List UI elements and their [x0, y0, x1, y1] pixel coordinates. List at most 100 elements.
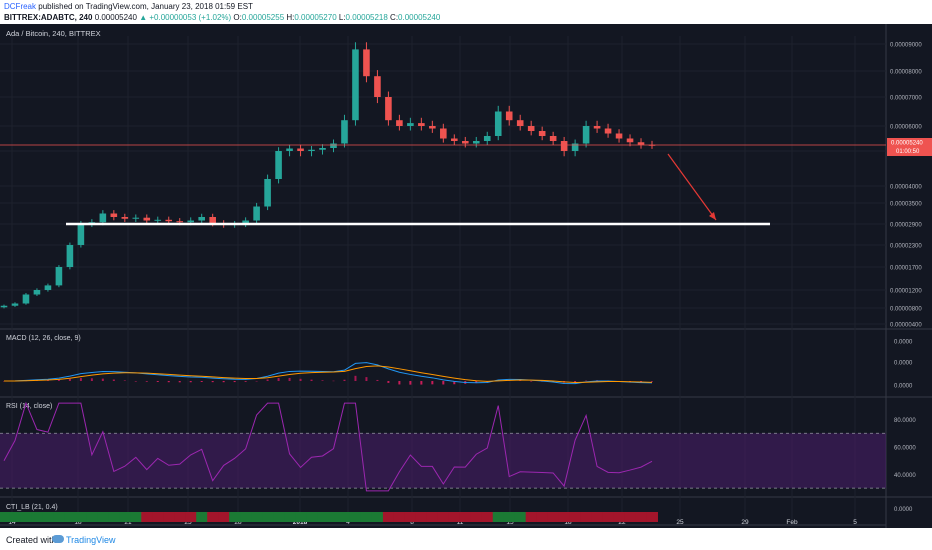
candle-body	[363, 49, 370, 77]
candle-body	[44, 285, 52, 290]
cti-block	[580, 512, 593, 522]
cti-block	[602, 512, 615, 522]
macd-histogram-bar	[354, 375, 357, 381]
macd-histogram-bar	[167, 381, 170, 383]
cti-block	[31, 512, 43, 522]
rsi-tick-label: 80.0000	[894, 418, 916, 424]
macd-histogram-bar	[651, 381, 653, 382]
macd-histogram-bar	[222, 381, 225, 383]
low-label: L:	[338, 13, 346, 22]
candle-body	[275, 151, 282, 179]
time-tick-label: 8	[410, 519, 414, 526]
candle-body	[55, 267, 63, 286]
macd-histogram-bar	[244, 381, 247, 382]
time-tick-label: 29	[741, 519, 749, 526]
rsi-tick-label: 60.0000	[894, 446, 916, 452]
candle-body	[461, 141, 469, 144]
macd-histogram-bar	[255, 380, 258, 382]
forecast-arrowhead	[709, 212, 716, 220]
candle-body	[132, 217, 140, 219]
cti-block	[174, 512, 186, 522]
macd-histogram-bar	[519, 380, 522, 381]
candle-body	[341, 120, 348, 144]
candle-body	[143, 217, 151, 221]
cti-tick-label: 0.0000	[894, 507, 913, 513]
rsi-band	[0, 433, 886, 489]
candle-body	[396, 120, 403, 126]
cti-block	[470, 512, 483, 522]
price-tick-label: 0.00003500	[890, 202, 922, 208]
macd-histogram-bar	[79, 378, 82, 381]
candle-body	[0, 305, 8, 308]
macd-histogram-bar	[112, 379, 115, 381]
candle-body	[33, 290, 41, 295]
candle-body	[297, 148, 304, 151]
cti-block	[328, 512, 340, 522]
candle-body	[604, 128, 612, 134]
chart-area[interactable]: 0.00009000 0.00008000 0.00007000 0.00006000…	[0, 24, 932, 528]
price-tick-label: 0.00001700	[890, 266, 922, 272]
candle-body	[165, 219, 173, 222]
cti-block	[97, 512, 109, 522]
candle-body	[352, 49, 359, 121]
cti-block	[525, 512, 538, 522]
macd-histogram-bar	[321, 380, 324, 381]
time-tick-label: 4	[346, 519, 350, 526]
candle-body	[187, 220, 195, 223]
cti-block	[273, 512, 285, 522]
cti-block	[163, 512, 175, 522]
cti-block	[218, 512, 230, 522]
cti-block	[624, 512, 637, 522]
cti-block	[141, 512, 153, 522]
chart-svg[interactable]: 0.00009000 0.00008000 0.00007000 0.00006000…	[0, 24, 932, 528]
price-tick-label: 0.00002300	[890, 244, 922, 250]
cti-block	[371, 512, 384, 522]
candle-body	[472, 141, 480, 144]
macd-histogram-bar	[442, 381, 445, 385]
published-text: published on TradingView.com, January 23…	[38, 2, 253, 11]
macd-histogram-bar	[123, 380, 126, 381]
macd-histogram-bar	[332, 380, 335, 382]
tradingview-cloud-icon	[52, 535, 64, 543]
cti-block	[20, 512, 32, 522]
cti-block	[415, 512, 428, 522]
cti-block	[306, 512, 318, 522]
macd-histogram-bar	[3, 381, 5, 382]
cti-block	[295, 512, 307, 522]
macd-tick-label: 0.0000	[894, 384, 913, 390]
last-price-badge	[887, 138, 932, 156]
macd-histogram-bar	[211, 381, 214, 383]
high-value: 0.00005270	[294, 13, 337, 22]
cti-block	[185, 512, 197, 522]
cti-block	[0, 512, 10, 522]
cti-block	[382, 512, 395, 522]
candle-body	[121, 217, 129, 219]
candle-body	[549, 136, 557, 141]
cti-block	[240, 512, 252, 522]
cti-block	[459, 512, 472, 522]
up-arrow-icon: ▲	[139, 13, 148, 22]
time-tick-label: 14	[8, 519, 16, 526]
cti-block	[196, 512, 208, 522]
cti-block	[86, 512, 98, 522]
macd-histogram-bar	[310, 379, 313, 381]
close-value: 0.00005240	[398, 13, 441, 22]
high-label: H:	[286, 13, 295, 22]
cti-block	[152, 512, 164, 522]
candle-body	[308, 149, 315, 151]
cti-block	[108, 512, 120, 522]
cti-block	[360, 512, 373, 522]
symbol-label: BITTREX:ADABTC, 240	[4, 13, 93, 22]
candle-body	[253, 206, 260, 221]
tradingview-brand[interactable]: TradingView	[66, 535, 116, 545]
rsi-line	[3, 401, 653, 492]
cti-block	[503, 512, 516, 522]
cti-block	[393, 512, 406, 522]
author-link[interactable]: DCFreak	[4, 2, 37, 11]
candle-body	[494, 111, 502, 136]
cti-block	[448, 512, 461, 522]
candle-body	[615, 133, 623, 139]
cti-block	[119, 512, 131, 522]
time-tick-label: 15	[506, 519, 514, 526]
cti-block	[514, 512, 527, 522]
